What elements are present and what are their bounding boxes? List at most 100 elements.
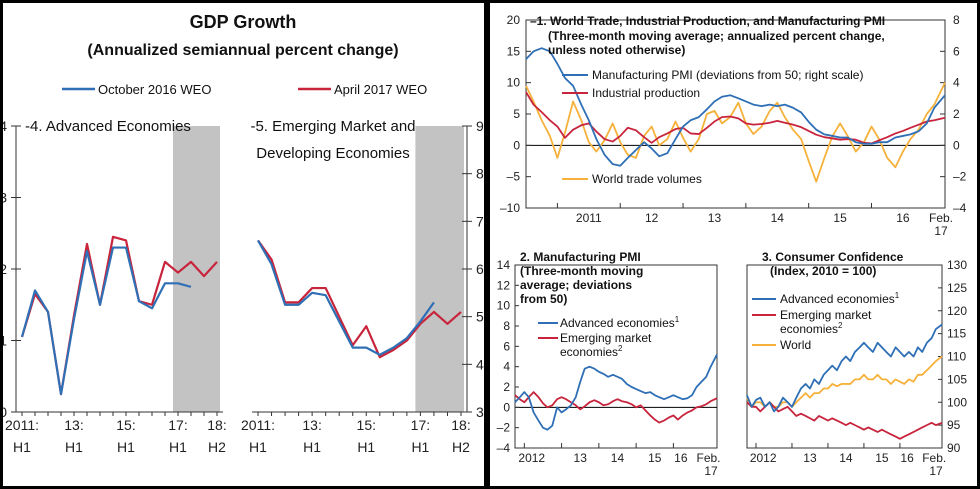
chart-title: -5. Emerging Market and [250, 118, 415, 135]
x-tick-label-bottom: H2 [452, 439, 470, 455]
gdp-growth-svg: GDP Growth (Annualized semiannual percen… [3, 12, 484, 455]
plot-frame [514, 264, 718, 449]
series-line-october [20, 246, 192, 396]
x-tick-label-top: 17: [411, 417, 430, 433]
x-tick-label: 14 [839, 451, 853, 465]
y-tick-label: 100 [947, 395, 967, 409]
series-line-october [257, 239, 435, 356]
legend-label: economies2 [780, 321, 843, 336]
x-tick-label: 2012 [518, 451, 545, 465]
series-line-pmi [525, 47, 946, 167]
x-tick-label: 13 [803, 451, 817, 465]
y-tick-label-left: 10 [507, 76, 521, 90]
y-tick-label: 12 [497, 278, 511, 292]
y-tick-label: 2 [503, 380, 510, 394]
series-line-advanced [746, 323, 943, 413]
x-tick-label-bottom: H1 [13, 439, 31, 455]
x-tick-label: 12 [645, 211, 659, 225]
y-tick-label: 2 [3, 261, 7, 277]
y-tick-label: 115 [947, 327, 966, 341]
x-tick-label: 14 [771, 211, 785, 225]
y-tick-label: 3 [3, 190, 7, 206]
chart-title: average; deviations [520, 278, 632, 292]
chart-title: -4. Advanced Economies [25, 118, 191, 135]
consumer-confidence-chart: 90 95 100 105 110 115 120 125 130 2012 13 14 15 16 Feb… [746, 250, 967, 478]
x-tick-label-top: 13: [64, 417, 83, 433]
y-tick-label: 1 [3, 333, 7, 349]
y-tick-label-right: 8 [953, 13, 960, 27]
x-tick-label: Feb. [922, 451, 946, 465]
y-tick-label: 6 [503, 339, 510, 353]
chart-title: 2. Manufacturing PMI [520, 250, 641, 264]
x-tick-label: 16 [896, 211, 910, 225]
x-tick-label-top: 17: [168, 417, 187, 433]
legend-footnote: 1 [895, 291, 900, 300]
x-tick-label-bottom: H1 [303, 439, 321, 455]
y-tick-label: 110 [947, 350, 966, 364]
y-tick-label: 8 [503, 319, 510, 333]
x-tick-label: 16 [674, 451, 688, 465]
y-tick-label: 4 [476, 356, 484, 372]
y-tick-label: 130 [947, 258, 967, 272]
emerging-economies-gdp-chart: 3 4 5 6 7 8 9 2011: H1 13: H1 15: H1 17: H1 18: H2 -5. Em… [241, 118, 484, 455]
y-tick-label: 90 [947, 441, 961, 455]
y-tick-label: 14 [497, 258, 511, 272]
series-line-emerging [746, 401, 943, 440]
y-tick-label: 0 [503, 400, 510, 414]
x-tick-label: 15 [833, 211, 847, 225]
x-tick-label: Feb. [697, 451, 721, 465]
x-tick-label-top: 13: [302, 417, 321, 433]
chart-subtitle: unless noted otherwise) [548, 43, 685, 57]
x-tick-label: 15 [648, 451, 662, 465]
gdp-title: GDP Growth [190, 12, 297, 32]
y-tick-label: 125 [947, 281, 967, 295]
series-line-emerging [514, 391, 718, 424]
x-tick-label: 17 [929, 464, 943, 478]
chart-title: Developing Economies [256, 145, 409, 162]
x-tick-label-bottom: H1 [357, 439, 375, 455]
y-tick-label-left: –5 [507, 170, 521, 184]
chart-title: 3. Consumer Confidence [762, 250, 904, 264]
legend-label: World trade volumes [592, 172, 702, 186]
y-tick-label-left: 0 [513, 138, 520, 152]
gdp-growth-panel: GDP Growth (Annualized semiannual percen… [3, 3, 484, 486]
legend-label: Advanced economies1 [560, 315, 680, 330]
y-tick-label: 4 [503, 360, 510, 374]
series-line-world-trade [525, 82, 946, 183]
x-tick-label: 14 [611, 451, 625, 465]
x-tick-label-top: 18: [207, 417, 226, 433]
y-tick-label: 3 [476, 404, 484, 420]
chart-subtitle: (Three-month moving average; annualized … [548, 29, 885, 43]
gdp-legend: October 2016 WEO April 2017 WEO [62, 82, 427, 97]
x-tick-label: 16 [900, 451, 914, 465]
y-tick-label-right: 2 [953, 107, 960, 121]
y-tick-label: 8 [476, 166, 484, 182]
indicators-panel: –10 –5 0 5 10 15 20 –4 –2 0 2 4 6 8 2011 12 13 14 15 16 Feb.… [490, 3, 977, 486]
legend-label: Industrial production [592, 86, 700, 100]
series-line-advanced [514, 354, 718, 431]
x-tick-label: 17 [704, 464, 718, 478]
x-tick-label: 15 [875, 451, 889, 465]
trade-ip-pmi-chart: –10 –5 0 5 10 15 20 –4 –2 0 2 4 6 8 2011 12 13 14 15 16 Feb.… [500, 13, 967, 238]
y-tick-label-right: 6 [953, 44, 960, 58]
legend-label: Manufacturing PMI (deviations from 50; r… [592, 68, 863, 82]
x-tick-label-bottom: H1 [169, 439, 187, 455]
y-tick-label: 105 [947, 372, 967, 386]
series-line-industrial-production [525, 91, 946, 145]
legend-label-october: October 2016 WEO [98, 82, 211, 97]
y-tick-label-left: 5 [513, 107, 520, 121]
y-tick-label: 5 [476, 309, 484, 325]
legend-footnote: 2 [618, 344, 623, 353]
y-tick-label-left: 15 [507, 44, 521, 58]
chart-title: from 50) [520, 292, 567, 306]
y-tick-label: –2 [497, 421, 511, 435]
advanced-economies-gdp-chart: 0 1 2 3 4 2011: H1 13: H1 15: H1 17: H1 18: H2 -4. Adva… [3, 118, 227, 455]
legend-label: Emerging market [560, 331, 652, 345]
x-tick-label: 13 [708, 211, 722, 225]
x-tick-label-top: 15: [357, 417, 376, 433]
legend-label: World [780, 338, 811, 352]
x-tick-label-bottom: H1 [411, 439, 429, 455]
x-tick-label-bottom: H2 [208, 439, 226, 455]
legend-label-april: April 2017 WEO [334, 82, 427, 97]
